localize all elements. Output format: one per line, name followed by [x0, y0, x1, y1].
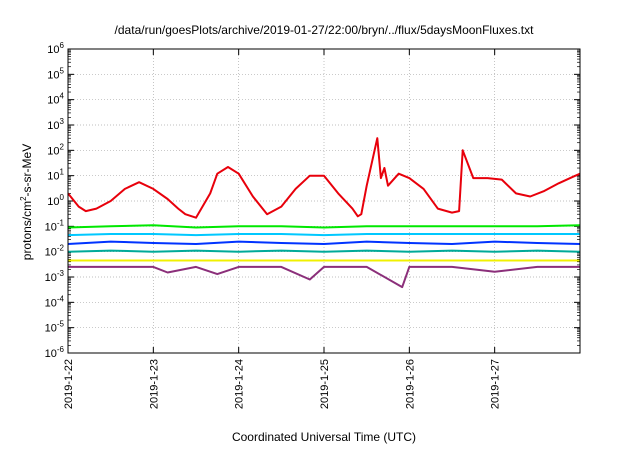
y-tick-label-exp: -2: [57, 244, 65, 253]
y-axis-label-sup: 2: [19, 196, 28, 201]
series-line-3: [67, 233, 580, 237]
y-tick-label: 10-2: [45, 244, 65, 259]
y-tick-label: 10-3: [45, 269, 65, 284]
chart-title: /data/run/goesPlots/archive/2019-01-27/2…: [115, 23, 535, 37]
y-tick-label-exp: -6: [57, 345, 65, 354]
y-tick-label: 10-5: [45, 320, 65, 335]
y-tick-label: 106: [47, 41, 64, 56]
y-tick-label-exp: 4: [60, 92, 65, 101]
y-tick-label: 101: [47, 168, 64, 183]
y-tick-label-exp: 1: [60, 168, 65, 177]
y-tick-label-exp: 2: [60, 142, 65, 151]
y-tick-label-exp: -1: [57, 218, 65, 227]
y-tick-label-base: 10: [45, 272, 57, 284]
x-tick-labels: 2019-1-22 2019-1-23 2019-1-24 2019-1-25 2019…: [63, 359, 502, 409]
y-tick-label-base: 10: [45, 221, 57, 233]
x-tick-label: 2019-1-23: [148, 359, 160, 409]
y-tick-label: 100: [47, 193, 64, 208]
y-tick-label: 103: [47, 117, 64, 132]
y-tick-label: 10-4: [45, 294, 65, 309]
y-tick-label: 104: [47, 92, 64, 107]
series-line-7: [68, 265, 580, 289]
y-tick-label-base: 10: [47, 120, 59, 132]
y-tick-label-base: 10: [45, 348, 57, 360]
y-tick-label-base: 10: [45, 297, 57, 309]
series-lines: [67, 137, 581, 289]
y-tick-label-base: 10: [45, 247, 57, 259]
series-line-2: [67, 224, 581, 229]
y-tick-label: 10-1: [45, 218, 65, 233]
y-tick-label-base: 10: [47, 95, 59, 107]
y-tick-label-base: 10: [47, 196, 59, 208]
series-line-5: [67, 249, 581, 253]
y-axis-label-base: protons/cm: [20, 201, 34, 260]
plot-frame: [67, 48, 581, 354]
y-tick-label-exp: -4: [57, 294, 65, 303]
series-line-1: [67, 137, 581, 219]
x-tick-label: 2019-1-27: [490, 359, 502, 409]
y-tick-label: 105: [47, 66, 64, 81]
y-tick-label-exp: 3: [60, 117, 65, 126]
y-axis-label: protons/cm2-s-sr-MeV: [19, 144, 34, 260]
x-tick-label: 2019-1-25: [319, 359, 331, 409]
y-tick-label-exp: -5: [57, 320, 65, 329]
y-tick-label-base: 10: [47, 145, 59, 157]
series-line-4: [67, 240, 581, 245]
y-tick-label-base: 10: [47, 69, 59, 81]
y-tick-label-exp: 0: [60, 193, 65, 202]
y-tick-label-base: 10: [47, 171, 59, 183]
gridlines: [67, 48, 580, 354]
x-tick-label: 2019-1-24: [234, 359, 246, 409]
x-tick-label: 2019-1-22: [63, 359, 75, 409]
y-tick-label-exp: 6: [60, 41, 65, 50]
y-tick-label-exp: 5: [60, 66, 65, 75]
y-tick-label-base: 10: [47, 44, 59, 56]
y-tick-labels: 10-610-510-410-310-210-11001011021031041…: [45, 41, 65, 360]
y-axis-label-rest: -s-sr-MeV: [20, 144, 34, 197]
y-tick-label-base: 10: [45, 323, 57, 335]
y-tick-label-exp: -3: [57, 269, 65, 278]
x-axis-label: Coordinated Universal Time (UTC): [232, 430, 416, 444]
x-tick-label: 2019-1-26: [404, 359, 416, 409]
y-tick-label: 102: [47, 142, 64, 157]
y-tick-label: 10-6: [45, 345, 65, 360]
